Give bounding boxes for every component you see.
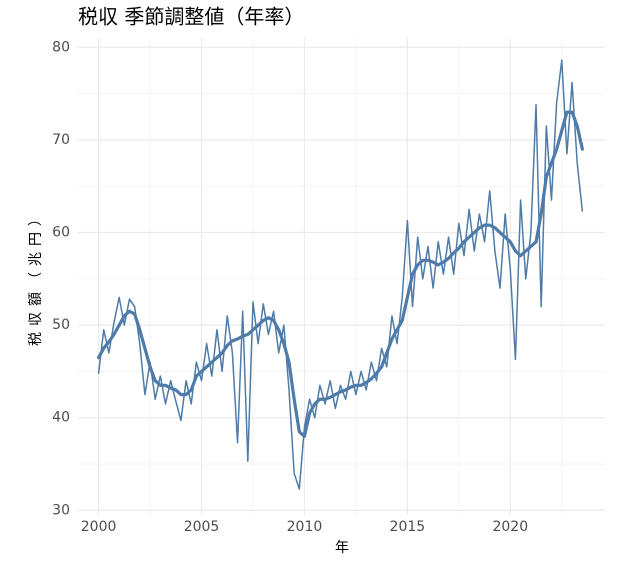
y-tick-label: 50	[52, 317, 70, 333]
x-tick-label: 2010	[287, 519, 323, 535]
y-tick-label: 70	[52, 132, 70, 148]
y-tick-label: 60	[52, 225, 70, 241]
line-series	[97, 59, 584, 490]
x-axis-label: 年	[335, 540, 349, 556]
y-axis-label: 税収額（兆円）	[28, 206, 44, 346]
y-tick-label: 80	[52, 39, 70, 55]
y-tick-label: 30	[52, 502, 70, 518]
chart-title: 税収 季節調整値（年率）	[78, 5, 304, 29]
line-series	[96, 110, 584, 438]
y-tick-label: 40	[52, 410, 70, 426]
x-tick-label: 2000	[81, 519, 117, 535]
x-tick-label: 2015	[390, 519, 426, 535]
x-tick-label: 2020	[492, 519, 528, 535]
x-tick-label: 2005	[184, 519, 220, 535]
